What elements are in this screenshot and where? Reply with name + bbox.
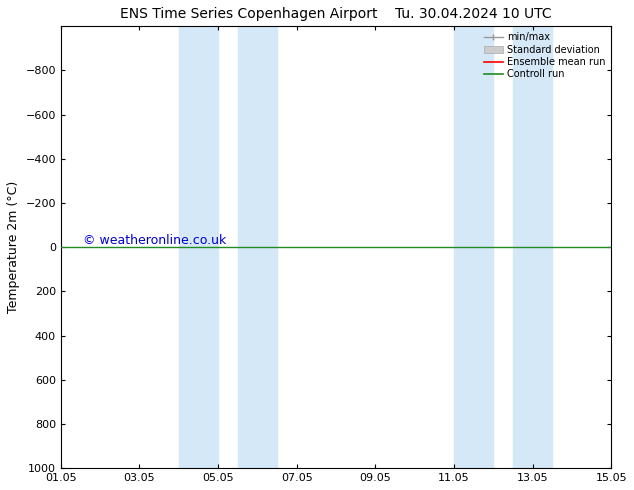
Bar bbox=[238, 26, 277, 468]
Title: ENS Time Series Copenhagen Airport    Tu. 30.04.2024 10 UTC: ENS Time Series Copenhagen Airport Tu. 3… bbox=[120, 7, 552, 21]
Legend: min/max, Standard deviation, Ensemble mean run, Controll run: min/max, Standard deviation, Ensemble me… bbox=[480, 28, 609, 83]
Bar bbox=[513, 26, 552, 468]
Text: © weatheronline.co.uk: © weatheronline.co.uk bbox=[83, 234, 226, 247]
Bar bbox=[454, 26, 493, 468]
Bar bbox=[179, 26, 218, 468]
Y-axis label: Temperature 2m (°C): Temperature 2m (°C) bbox=[7, 181, 20, 314]
